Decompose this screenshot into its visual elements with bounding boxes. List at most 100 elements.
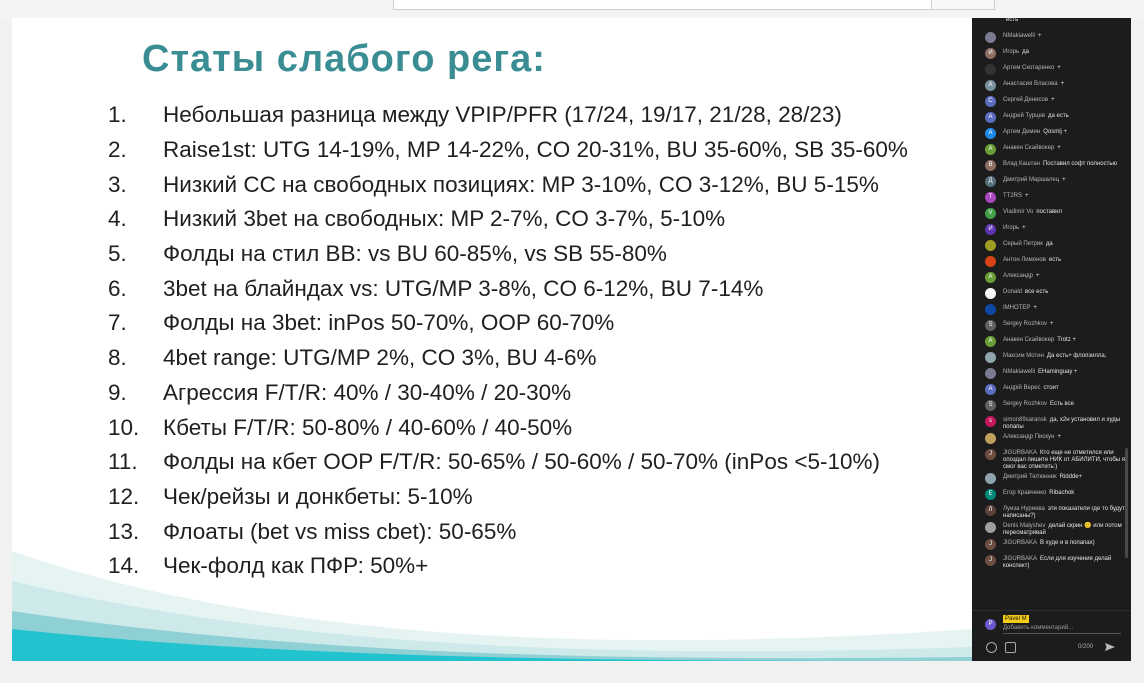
avatar[interactable]: J (985, 449, 996, 460)
avatar[interactable]: J (985, 555, 996, 566)
avatar[interactable] (985, 32, 996, 43)
avatar[interactable] (985, 288, 996, 299)
chat-message-body: NMakiawelli EHaminguay + (1003, 366, 1078, 376)
chat-message-body: Андрій Верес стоит (1003, 382, 1059, 392)
chat-message: Максим Мотин Да есть+ флопзилла, (972, 350, 1131, 366)
chat-author[interactable]: JIGURBAKA (1003, 450, 1038, 456)
avatar[interactable]: А (985, 384, 996, 395)
avatar[interactable]: И (985, 48, 996, 59)
avatar[interactable]: S (985, 400, 996, 411)
chat-messages[interactable]: есть NMakiawelli + И Игорь да Артем Скотаренко… (972, 18, 1131, 606)
avatar[interactable]: А (985, 80, 996, 91)
avatar[interactable] (985, 256, 996, 267)
avatar[interactable]: s (985, 416, 996, 427)
avatar[interactable] (985, 18, 996, 27)
avatar[interactable] (985, 433, 996, 444)
chat-author[interactable]: IMHOTEP (1003, 305, 1031, 311)
chat-text: Есть все (1050, 401, 1074, 407)
chat-text: Кто еще не отметился или опоздал пишите … (1003, 450, 1125, 470)
chat-text: есть (1006, 18, 1019, 23)
chat-author[interactable]: Игорь (1003, 225, 1020, 231)
chat-author[interactable]: Дмитрий Тютюнник (1003, 474, 1057, 480)
chat-author[interactable]: JIGURBAKA (1003, 556, 1038, 562)
avatar[interactable] (985, 304, 996, 315)
avatar[interactable]: Л (985, 505, 996, 516)
chat-author[interactable]: Сергей Денисов (1003, 97, 1049, 103)
chat-author[interactable]: Егор Кравченко (1003, 490, 1047, 496)
chat-message: Серый Петрик да (972, 238, 1131, 254)
stat-number: 5. (108, 241, 127, 267)
avatar[interactable]: А (985, 112, 996, 123)
chat-author[interactable]: Серый Петрик (1003, 241, 1043, 247)
chat-author[interactable]: Sergey Rozhkov (1003, 321, 1048, 327)
chat-scrollbar[interactable] (1125, 448, 1128, 558)
chat-message: NMakiawelli EHaminguay + (972, 366, 1131, 382)
chat-text: поставил (1036, 209, 1063, 215)
avatar[interactable]: T (985, 192, 996, 203)
chat-message-body: Максим Мотин Да есть+ флопзилла, (1003, 350, 1106, 360)
chat-author[interactable]: Denis Malyshev (1003, 523, 1046, 529)
avatar[interactable] (985, 64, 996, 75)
chat-text: все есть (1025, 289, 1049, 295)
chat-author[interactable]: Дмитрий Маршалец (1003, 177, 1060, 183)
chat-author[interactable]: Влад Каштан (1003, 161, 1040, 167)
chat-author[interactable]: Анастасия Власова (1003, 81, 1058, 87)
send-icon[interactable] (1104, 641, 1116, 653)
chat-message: S Sergey Rozhkov + (972, 318, 1131, 334)
chat-author[interactable]: JIGURBAKA (1003, 540, 1038, 546)
chat-author[interactable]: Луиза Нуриева (1003, 506, 1045, 512)
chat-text: + (1060, 81, 1065, 87)
chat-message: Д Дмитрий Маршалец + (972, 174, 1131, 190)
search-input[interactable] (393, 0, 933, 10)
avatar[interactable]: Д (985, 176, 996, 187)
avatar[interactable]: В (985, 160, 996, 171)
avatar[interactable]: А (985, 272, 996, 283)
emoji-icon[interactable] (986, 642, 997, 653)
chat-message-body: Игорь да (1003, 46, 1029, 56)
avatar[interactable]: V (985, 208, 996, 219)
avatar[interactable]: А (985, 128, 996, 139)
chat-message-body: IMHOTEP + (1003, 302, 1037, 312)
chat-message: А Андрей Турцев да есть (972, 110, 1131, 126)
super-chat-icon[interactable] (1005, 642, 1016, 653)
chat-author[interactable]: Андрій Верес (1003, 385, 1041, 391)
avatar[interactable]: J (985, 539, 996, 550)
avatar[interactable]: S (985, 320, 996, 331)
chat-author[interactable]: Александр (1003, 273, 1034, 279)
avatar[interactable]: Е (985, 489, 996, 500)
chat-message: V Vladimir Vo поставил (972, 206, 1131, 222)
chat-author[interactable]: Артем Демин (1003, 129, 1041, 135)
avatar[interactable] (985, 240, 996, 251)
chat-author[interactable]: Максим Мотин (1003, 353, 1044, 359)
chat-author[interactable]: Donald (1003, 289, 1023, 295)
chat-message: Donald все есть (972, 286, 1131, 302)
avatar[interactable]: А (985, 144, 996, 155)
chat-author[interactable]: NMakiawelli (1003, 33, 1036, 39)
chat-author[interactable]: NMakiawelli (1003, 369, 1036, 375)
chat-message: Е Егор Кравченко Ribachok (972, 487, 1131, 503)
chat-message: Антон Лимонов есть (972, 254, 1131, 270)
avatar[interactable] (985, 352, 996, 363)
chat-author[interactable]: Анакен Скайвокер (1003, 337, 1055, 343)
search-button[interactable] (931, 0, 995, 10)
chat-author[interactable]: Александр Пискун (1003, 434, 1055, 440)
avatar[interactable] (985, 522, 996, 533)
avatar[interactable]: А (985, 336, 996, 347)
avatar[interactable]: И (985, 224, 996, 235)
chat-author[interactable]: Анакен Скайвокер (1003, 145, 1055, 151)
chat-author[interactable]: Артем Скотаренко (1003, 65, 1055, 71)
chat-author[interactable]: Андрей Турцев (1003, 113, 1045, 119)
decorative-waves (12, 551, 972, 661)
chat-message-body: Влад Каштан Поставил софт полностью (1003, 158, 1117, 168)
chat-author[interactable]: simon89saransk (1003, 417, 1047, 423)
avatar[interactable] (985, 473, 996, 484)
avatar[interactable] (985, 368, 996, 379)
avatar[interactable]: С (985, 96, 996, 107)
chat-author[interactable]: Sergey Rozhkov (1003, 401, 1048, 407)
chat-author[interactable]: Антон Лимонов (1003, 257, 1046, 263)
comment-input[interactable]: Добавить комментарий... (1003, 625, 1121, 634)
chat-author[interactable]: TT2RS (1003, 193, 1023, 199)
chat-text: + (1038, 33, 1042, 39)
chat-author[interactable]: Игорь (1003, 49, 1020, 55)
chat-author[interactable]: Vladimir Vo (1003, 209, 1034, 215)
